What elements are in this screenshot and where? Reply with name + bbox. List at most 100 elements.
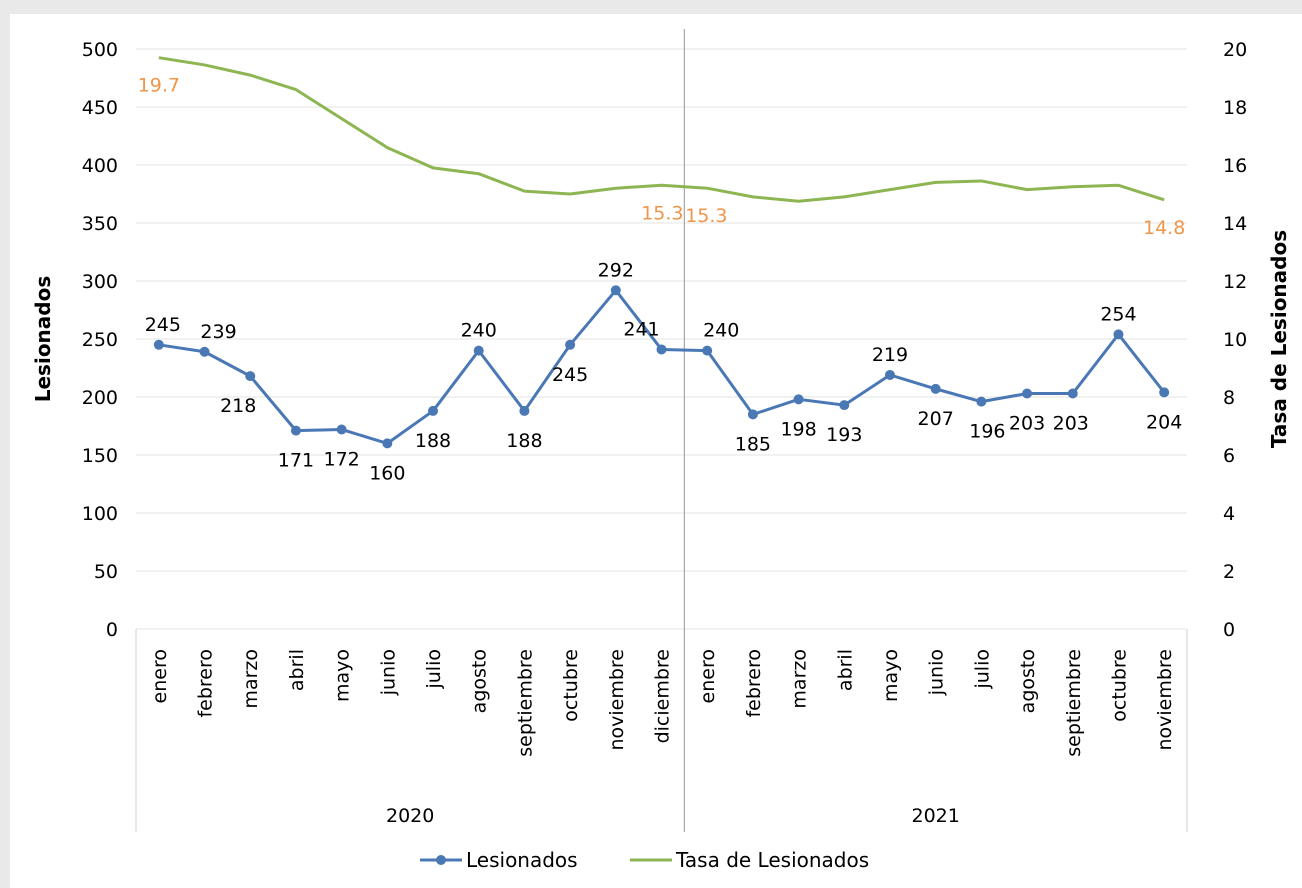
data-label: 198	[780, 418, 816, 440]
y-right-tick-label: 4	[1223, 503, 1235, 525]
data-label: 171	[278, 450, 314, 472]
x-month-label: junio	[377, 649, 399, 696]
data-point	[336, 424, 347, 435]
data-label: 185	[735, 433, 771, 455]
x-month-label: octubre	[560, 649, 582, 722]
y-right-tick-label: 6	[1223, 445, 1235, 467]
x-month-label: marzo	[240, 649, 262, 709]
y-left-tick-label: 400	[82, 155, 118, 177]
data-point	[290, 425, 301, 436]
data-label: 240	[703, 320, 739, 342]
data-label: 203	[1009, 413, 1045, 435]
series-line-tasa	[158, 56, 1165, 203]
y-left-tick-label: 250	[82, 329, 118, 351]
y-right-tick-label: 10	[1223, 329, 1247, 351]
x-month-label: agosto	[469, 649, 491, 713]
x-month-label: abril	[286, 649, 308, 691]
data-label: 245	[552, 364, 588, 386]
rate-data-label: 15.3	[685, 205, 727, 227]
data-point	[747, 409, 758, 420]
x-month-label: marzo	[789, 649, 811, 709]
y-right-tick-label: 2	[1223, 561, 1235, 583]
x-month-label: mayo	[332, 649, 354, 702]
x-month-label: agosto	[1017, 649, 1039, 713]
data-point	[839, 400, 850, 411]
data-label: 254	[1100, 303, 1136, 325]
y-left-axis-title: Lesionados	[31, 276, 55, 403]
data-label: 240	[461, 320, 497, 342]
line-chart: 0 50 100 150 200 250 300 350 400 450 500 0 2 4 6 8 10 12 1…	[31, 29, 1291, 872]
y-left-tick-label: 350	[82, 213, 118, 235]
y-left-tick-label: 50	[94, 561, 118, 583]
rate-data-label: 14.8	[1143, 217, 1185, 239]
data-point	[1067, 388, 1078, 399]
x-month-label: junio	[926, 649, 948, 696]
data-label: 204	[1146, 411, 1182, 433]
data-point	[793, 394, 804, 405]
y-right-tick-label: 20	[1223, 39, 1247, 61]
x-month-label: noviembre	[606, 649, 628, 751]
data-label: 218	[220, 395, 256, 417]
data-point	[930, 383, 941, 394]
y-right-tick-label: 18	[1223, 97, 1247, 119]
y-right-axis-title: Tasa de Lesionados	[1267, 230, 1291, 448]
data-label: 207	[918, 408, 954, 430]
data-label: 188	[506, 430, 542, 452]
x-month-label: enero	[149, 649, 171, 703]
data-point	[884, 369, 895, 380]
x-month-label: septiembre	[1063, 649, 1085, 757]
data-label: 160	[369, 462, 405, 484]
x-month-label: noviembre	[1154, 649, 1176, 751]
y-left-tick-label: 200	[82, 387, 118, 409]
data-point	[702, 345, 713, 356]
y-right-tick-label: 0	[1223, 619, 1235, 641]
chart-area: 0 50 100 150 200 250 300 350 400 450 500 0 2 4 6 8 10 12 1…	[10, 14, 1302, 888]
data-label: 245	[145, 314, 181, 336]
legend-marker-lesionados	[436, 855, 446, 865]
data-point	[1022, 388, 1033, 399]
x-month-label: diciembre	[652, 649, 674, 743]
data-point	[428, 405, 439, 416]
y-left-tick-label: 450	[82, 97, 118, 119]
data-point	[245, 371, 256, 382]
data-label: 203	[1053, 413, 1089, 435]
data-point	[1159, 387, 1170, 398]
y-right-tick-label: 8	[1223, 387, 1235, 409]
data-label: 188	[415, 430, 451, 452]
data-point	[199, 346, 210, 357]
x-month-label: abril	[834, 649, 856, 691]
rate-data-label: 19.7	[138, 75, 180, 97]
data-label: 172	[323, 448, 359, 470]
x-month-label: octubre	[1108, 649, 1130, 722]
data-label: 219	[872, 344, 908, 366]
x-month-label: septiembre	[514, 649, 536, 757]
rate-data-label: 15.3	[641, 202, 683, 224]
y-right-tick-label: 14	[1223, 213, 1247, 235]
y-left-tick-label: 0	[106, 619, 118, 641]
y-left-tick-label: 100	[82, 503, 118, 525]
data-label: 292	[598, 259, 634, 281]
data-label: 196	[969, 421, 1005, 443]
x-month-label: febrero	[195, 649, 217, 718]
data-label: 241	[623, 318, 659, 340]
legend-label-tasa: Tasa de Lesionados	[675, 848, 869, 872]
data-point	[519, 405, 530, 416]
y-right-tick-label: 12	[1223, 271, 1247, 293]
data-point	[473, 345, 484, 356]
x-year-label: 2020	[386, 805, 434, 827]
y-right-tick-label: 16	[1223, 155, 1247, 177]
y-left-tick-label: 500	[82, 39, 118, 61]
x-year-label: 2021	[911, 805, 959, 827]
data-label: 193	[826, 424, 862, 446]
data-point	[565, 339, 576, 350]
x-month-label: enero	[697, 649, 719, 703]
x-month-label: mayo	[880, 649, 902, 702]
data-point	[1113, 329, 1124, 340]
data-point	[976, 396, 987, 407]
x-month-label: julio	[423, 649, 445, 690]
data-label: 239	[200, 321, 236, 343]
legend-label-lesionados: Lesionados	[466, 848, 578, 872]
data-point	[382, 438, 393, 449]
x-month-label: julio	[971, 649, 993, 690]
y-left-tick-label: 150	[82, 445, 118, 467]
